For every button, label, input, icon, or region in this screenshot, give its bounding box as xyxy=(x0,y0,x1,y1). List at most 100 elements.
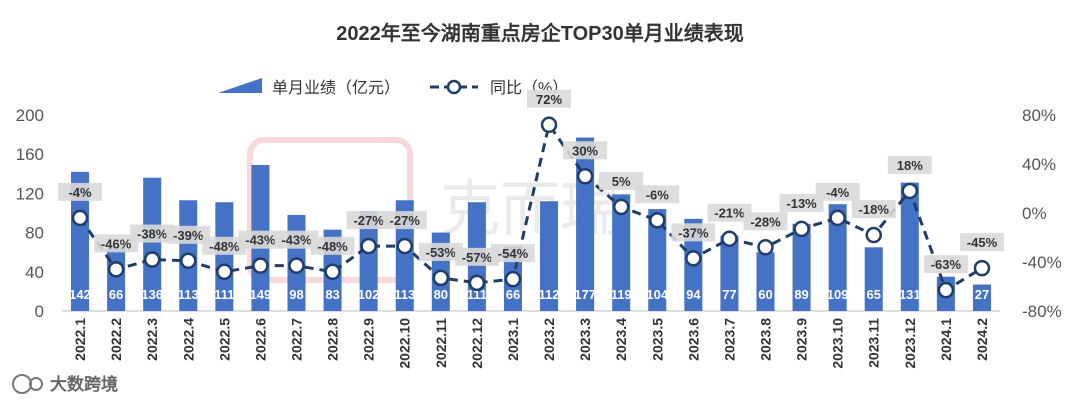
bar xyxy=(864,247,883,311)
yoy-label-bg xyxy=(130,224,175,243)
y-left-tick-label: 120 xyxy=(16,184,44,203)
y-left-tick-label: 80 xyxy=(25,224,44,243)
yoy-marker xyxy=(252,257,269,274)
yoy-label-bg xyxy=(346,211,391,230)
yoy-label-bg xyxy=(923,255,968,274)
yoy-value-label: -4% xyxy=(68,185,92,200)
x-tick-label: 2022.2 xyxy=(108,318,124,361)
yoy-value-label: -54% xyxy=(498,246,529,261)
yoy-label-bg xyxy=(527,89,572,108)
bar xyxy=(576,137,595,311)
yoy-value-label: 30% xyxy=(572,143,598,158)
x-tick-label: 2022.4 xyxy=(180,318,196,361)
yoy-label-bg xyxy=(418,242,463,261)
yoy-label-bg xyxy=(166,225,211,244)
yoy-label-bg xyxy=(707,203,752,222)
legend-bar-swatch xyxy=(218,78,262,93)
yoy-label-bg xyxy=(779,193,824,212)
brand-logo-icon-dot xyxy=(29,377,43,391)
x-tick-label: 2022.7 xyxy=(289,318,305,361)
axes: 0 40 80 120 160 200 -80% -40% 0% 40% 80% xyxy=(16,106,1062,321)
x-tick-label: 2024.2 xyxy=(974,318,990,361)
x-tick-label: 2022.5 xyxy=(216,318,232,361)
bar-value-label: 66 xyxy=(109,287,123,302)
yoy-value-label: -45% xyxy=(967,235,998,250)
legend-line-marker xyxy=(446,79,462,95)
x-tick-label: 2023.12 xyxy=(902,318,918,369)
yoy-label-bg xyxy=(671,223,716,242)
bar-value-label: 98 xyxy=(289,287,303,302)
bar xyxy=(648,209,667,311)
yoy-marker xyxy=(793,220,810,238)
bar-value-label: 102 xyxy=(358,287,380,302)
x-tick-label: 2022.11 xyxy=(433,318,449,368)
yoy-marker xyxy=(973,259,991,277)
yoy-value-label: 5% xyxy=(612,174,631,189)
bar xyxy=(792,223,811,311)
legend-bar-label: 单月业绩（亿元） xyxy=(272,79,400,97)
yoy-marker xyxy=(649,212,666,229)
yoy-value-label: -38% xyxy=(137,227,168,242)
bar xyxy=(71,171,90,311)
yoy-value-label: -27% xyxy=(353,213,384,228)
yoy-label-bg xyxy=(887,155,932,174)
yoy-marker xyxy=(71,209,89,227)
x-tick-label: 2023.3 xyxy=(577,318,593,361)
bar-value-label: 60 xyxy=(758,287,772,302)
yoy-label-bg xyxy=(563,141,608,160)
bar xyxy=(540,201,559,311)
yoy-label-bg xyxy=(274,230,319,249)
x-tick-label: 2023.6 xyxy=(685,318,701,361)
yoy-label-bg xyxy=(635,185,680,204)
yoy-marker xyxy=(360,237,377,255)
legend: 单月业绩（亿元） 同比（%） xyxy=(218,78,568,97)
yoy-value-label: -43% xyxy=(281,233,312,248)
yoy-marker xyxy=(180,252,197,270)
yoy-label-bg xyxy=(58,182,103,201)
yoy-marker xyxy=(829,209,846,227)
yoy-label-bg xyxy=(490,244,535,263)
x-tick-label: 2022.10 xyxy=(397,318,413,369)
yoy-marker xyxy=(757,239,774,256)
x-tick-label: 2023.7 xyxy=(721,318,737,361)
bar-value-label: 104 xyxy=(646,287,668,302)
yoy-marker xyxy=(937,281,955,299)
yoy-label-bg xyxy=(310,236,355,255)
yoy-label-bg xyxy=(382,211,427,230)
brand-logo: 大数跨境 xyxy=(12,374,118,394)
x-tick-label: 2022.9 xyxy=(361,318,377,361)
yoy-value-label: -43% xyxy=(245,233,276,248)
bar-value-label: 131 xyxy=(899,287,921,302)
y-left-tick-label: 40 xyxy=(25,263,44,282)
yoy-marker xyxy=(612,198,630,216)
yoy-value-label: 18% xyxy=(897,158,923,173)
yoy-value-label: -18% xyxy=(859,202,890,217)
x-tick-label: 2023.10 xyxy=(830,318,846,369)
bar-value-label: 80 xyxy=(434,287,448,302)
y-right-tick-label: 40% xyxy=(1022,155,1056,174)
chart-title: 2022年至今湖南重点房企TOP30单月业绩表现 xyxy=(336,21,744,45)
yoy-marker xyxy=(288,257,305,274)
yoy-value-label: -13% xyxy=(786,196,817,211)
bar-value-label: 66 xyxy=(506,287,520,302)
x-tick-label: 2022.6 xyxy=(252,318,268,361)
bar-value-label: 113 xyxy=(394,287,415,302)
bar-value-label: 77 xyxy=(722,287,736,302)
yoy-label-bg xyxy=(959,233,1004,252)
yoy-marker xyxy=(504,270,522,288)
bar-value-label: 149 xyxy=(250,287,272,302)
y-right-tick-label: 80% xyxy=(1022,106,1056,125)
bar-value-label: 136 xyxy=(141,287,163,302)
bar-value-label: 89 xyxy=(794,287,808,302)
x-tick-label: 2024.1 xyxy=(938,318,954,361)
bar xyxy=(720,235,739,311)
yoy-label-bg xyxy=(743,212,788,231)
yoy-value-label: -53% xyxy=(426,245,457,260)
y-right-tick-label: 0% xyxy=(1022,204,1047,223)
yoy-marker xyxy=(901,182,919,200)
yoy-marker xyxy=(576,168,594,185)
yoy-label-bg xyxy=(94,234,139,253)
x-tick-label: 2023.2 xyxy=(541,318,557,361)
yoy-marker xyxy=(143,251,161,268)
